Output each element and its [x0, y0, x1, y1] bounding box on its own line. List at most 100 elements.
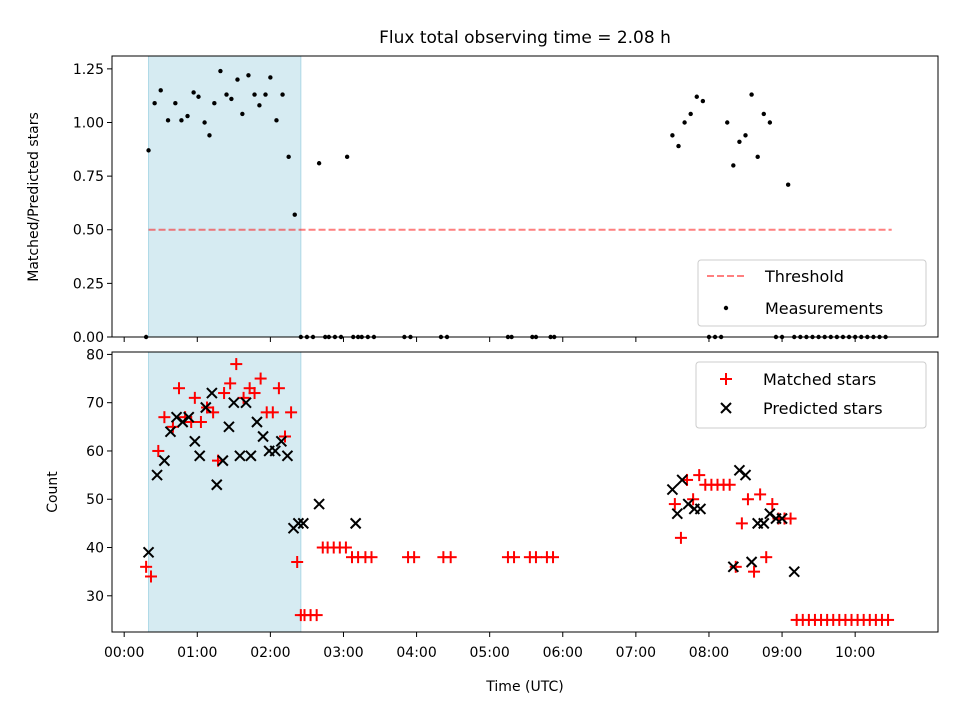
- x-tick-label: 00:00: [104, 645, 144, 661]
- predicted-star-point: [200, 401, 212, 414]
- measurement-point: [292, 212, 297, 217]
- measurement-point: [246, 73, 251, 78]
- legend-matched-swatch: [720, 373, 732, 385]
- legend-measurement-label: Measurements: [765, 299, 883, 318]
- y-tick-label: 0.50: [73, 223, 104, 239]
- measurement-point: [179, 118, 184, 123]
- matched-star-point: [188, 391, 201, 404]
- predicted-star-point: [275, 435, 288, 448]
- measurement-point: [286, 154, 291, 160]
- predicted-star-point: [666, 483, 679, 496]
- matched-star-point: [207, 406, 220, 419]
- top-panel: 0.00 0.25 0.50 0.75 1.00 1.25 Matched/Predict…: [26, 55, 939, 346]
- matched-star-point: [547, 551, 560, 564]
- predicted-star-point: [297, 517, 309, 530]
- predicted-star-point: [758, 517, 770, 530]
- measurement-point: [280, 92, 285, 97]
- matched-star-point: [230, 358, 243, 371]
- predicted-star-point: [194, 450, 206, 462]
- measurement-point: [749, 92, 754, 97]
- chart-title: Flux total observing time = 2.08 h: [379, 28, 671, 48]
- x-tick-label: 09:00: [762, 645, 802, 661]
- y-axis-label: Matched/Predicted stars: [26, 112, 42, 282]
- matched-star-point: [310, 609, 323, 622]
- measurement-point: [207, 133, 212, 138]
- y-tick-label: 1.25: [73, 62, 104, 78]
- matched-star-point: [729, 560, 742, 573]
- matched-star-point: [674, 531, 687, 544]
- y-tick-label: 80: [86, 347, 104, 363]
- y-tick-label: 30: [86, 589, 104, 605]
- matched-star-point: [529, 551, 542, 564]
- matched-star-point: [152, 444, 165, 457]
- x-tick-label: 10:00: [835, 645, 875, 661]
- predicted-star-point: [217, 454, 229, 467]
- measurement-point: [235, 77, 240, 82]
- matched-star-point: [741, 493, 754, 506]
- measurement-point: [152, 100, 157, 106]
- matched-star-point: [237, 391, 250, 404]
- measurement-point: [725, 120, 730, 125]
- matched-star-point: [365, 551, 378, 564]
- legend-measurement-swatch: [723, 305, 729, 311]
- matched-star-point: [194, 416, 207, 428]
- measurement-point: [700, 98, 706, 104]
- predicted-star-point: [234, 450, 246, 462]
- matched-star-point: [668, 498, 681, 511]
- measurement-point: [202, 120, 207, 125]
- predicted-star-point: [739, 469, 752, 481]
- matched-star-point: [735, 517, 748, 530]
- measurement-point: [316, 161, 322, 166]
- y-tick-label: 70: [86, 396, 104, 412]
- predicted-star-point: [228, 396, 240, 409]
- measurement-point: [755, 154, 760, 160]
- x-tick-label: 02:00: [250, 645, 290, 661]
- matched-star-point: [291, 556, 304, 568]
- plot-frame: [111, 55, 939, 338]
- measurement-point: [676, 143, 681, 149]
- matched-star-point: [166, 420, 179, 433]
- predicted-star-point: [671, 508, 683, 520]
- matched-star-point: [218, 387, 231, 400]
- x-tick-label: 01:00: [177, 645, 217, 661]
- x-tick-label: 04:00: [396, 645, 436, 661]
- legend-box: [697, 259, 927, 327]
- predicted-star-point: [245, 450, 257, 462]
- predicted-star-point: [269, 445, 281, 457]
- matched-star-point: [508, 551, 521, 564]
- measurement-point: [682, 120, 687, 125]
- y-axis-ticks: 0.00 0.25 0.50 0.75 1.00 1.25: [73, 62, 112, 346]
- measurement-point: [688, 111, 693, 117]
- matched-star-point: [748, 565, 761, 578]
- y-tick-label: 0.00: [73, 330, 104, 346]
- predicted-star-point: [292, 517, 305, 530]
- matched-star-point: [444, 551, 457, 564]
- matched-star-point: [723, 478, 736, 491]
- matched-star-point: [140, 560, 153, 573]
- measurement-point: [761, 111, 766, 117]
- legend: Threshold Measurements: [697, 259, 927, 327]
- predicted-star-point: [694, 503, 707, 515]
- matched-star-point: [408, 551, 421, 564]
- legend: Matched stars Predicted stars: [695, 361, 927, 429]
- predicted-star-point: [727, 561, 740, 573]
- y-tick-label: 0.25: [73, 276, 104, 292]
- predicted-star-point: [240, 396, 252, 409]
- bottom-panel: 30 40 50 60 70 80 00:00 01:00 02:00 03:00 04:00 05…: [45, 347, 939, 695]
- predicted-star-point: [164, 425, 177, 438]
- x-axis-label: Time (UTC): [485, 679, 563, 695]
- measurement-point: [694, 94, 699, 99]
- measurement-point: [268, 75, 273, 80]
- matched-star-point: [882, 613, 895, 626]
- predicted-star-point: [313, 498, 325, 510]
- predicted-star-point: [183, 411, 195, 423]
- predicted-star-point: [206, 387, 218, 399]
- predicted-star-point: [151, 469, 163, 481]
- y-tick-label: 40: [86, 541, 104, 557]
- legend-predicted-label: Predicted stars: [763, 399, 883, 418]
- y-axis-ticks: 30 40 50 60 70 80: [86, 347, 112, 605]
- matched-star-point: [285, 406, 298, 419]
- matched-star-point: [158, 411, 171, 424]
- legend-predicted-swatch: [720, 402, 732, 414]
- predicted-star-point: [251, 416, 263, 428]
